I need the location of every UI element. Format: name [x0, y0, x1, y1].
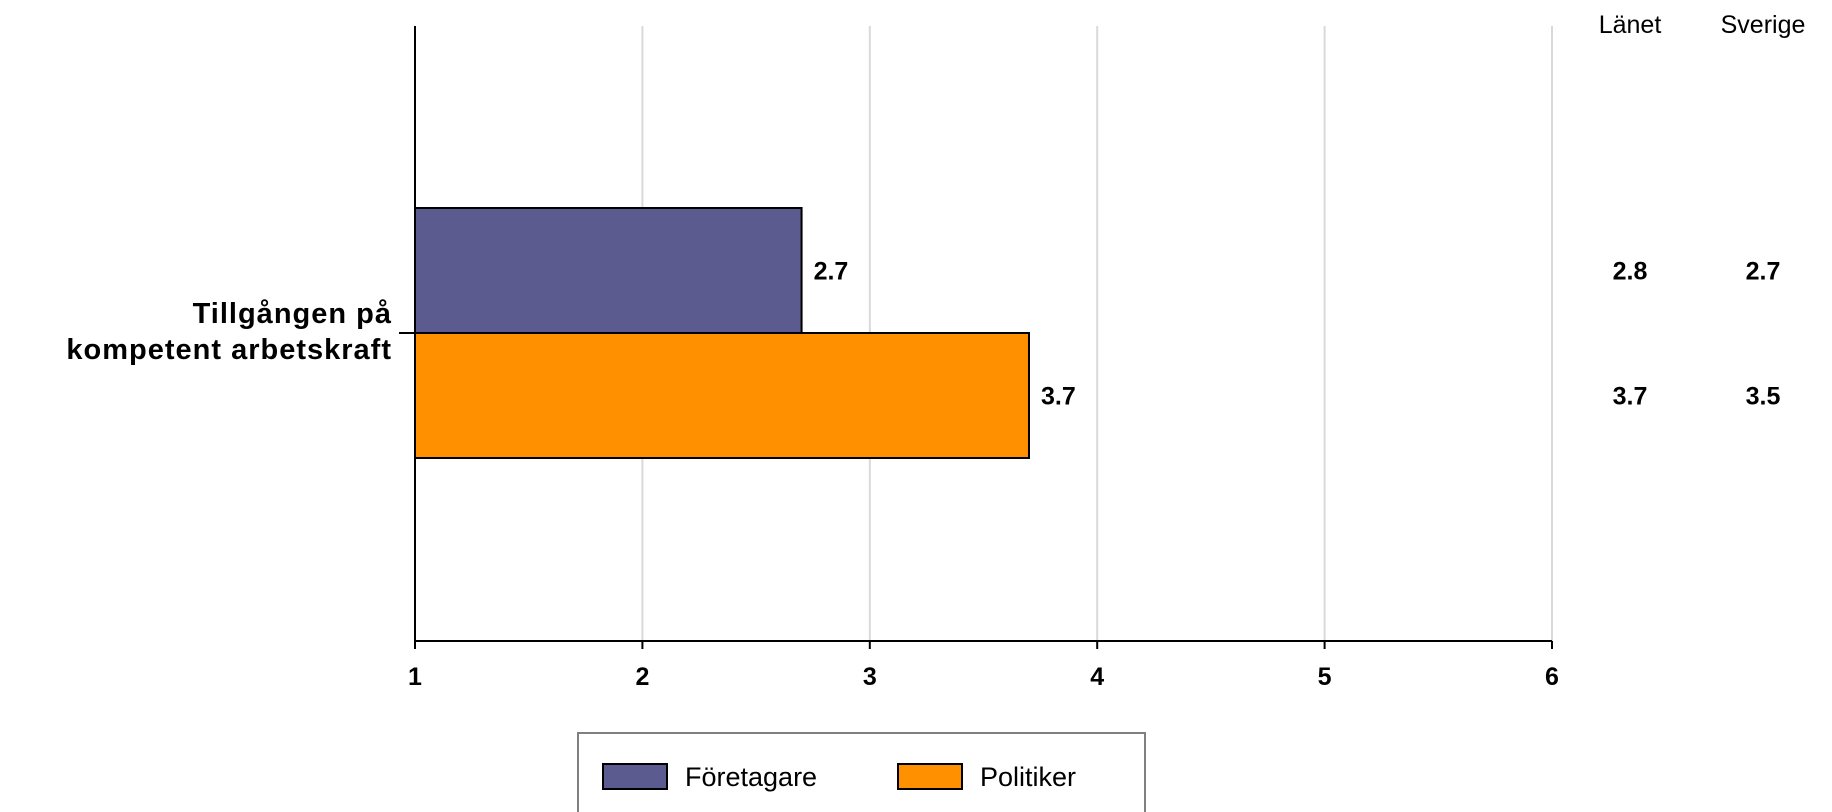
side-column-value: 2.7 [1746, 258, 1781, 286]
bar-f-retagare [414, 207, 803, 334]
legend-label: Företagare [685, 762, 817, 792]
legend-swatch [602, 763, 668, 790]
category-label: Tillgången på kompetent arbetskraft [66, 298, 415, 366]
legend: Företagare Politiker [577, 732, 1146, 812]
legend-swatch [897, 763, 963, 790]
bar-politiker [414, 332, 1030, 459]
axes [414, 26, 1552, 649]
side-column-value: 3.7 [1613, 383, 1648, 411]
side-column-value: 3.5 [1746, 383, 1781, 411]
x-tick-label: 4 [1090, 663, 1104, 691]
x-tick-label: 1 [408, 663, 422, 691]
bar-value-label: 3.7 [1041, 383, 1076, 411]
gridlines [641, 26, 1553, 641]
x-tick-label: 6 [1545, 663, 1559, 691]
x-tick-label: 5 [1318, 663, 1332, 691]
side-column-header: Länet [1599, 11, 1662, 39]
bars: 2.7 3.7 [414, 207, 1076, 459]
side-column-header: Sverige [1721, 11, 1806, 39]
legend-label: Politiker [980, 762, 1076, 792]
side-column-value: 2.8 [1613, 258, 1648, 286]
category-label-line: Tillgången på [193, 298, 392, 330]
bar-value-label: 2.7 [814, 258, 849, 286]
category-label-line: kompetent arbetskraft [66, 334, 392, 366]
x-axis-ticks: 1 2 3 4 5 6 [408, 641, 1559, 691]
x-tick-label: 3 [863, 663, 877, 691]
legend-box [577, 732, 1146, 812]
x-tick-label: 2 [635, 663, 649, 691]
side-columns: 2.8 2.7 3.7 3.5 Länet Sverige [1599, 11, 1806, 411]
